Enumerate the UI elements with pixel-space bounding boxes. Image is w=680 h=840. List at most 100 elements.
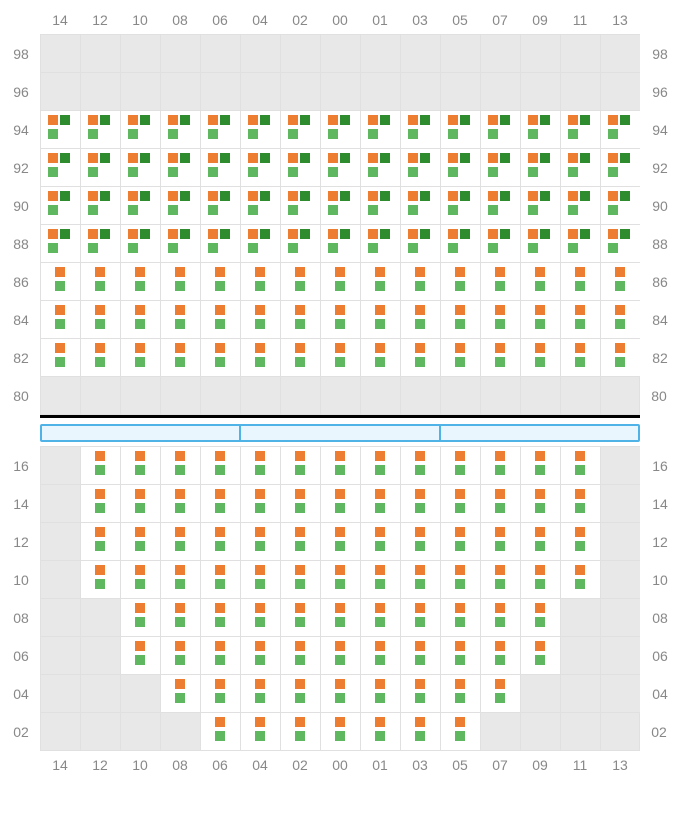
slot-marker xyxy=(208,167,218,177)
slot-marker xyxy=(260,229,270,239)
grid-cell xyxy=(560,262,600,300)
slot-marker xyxy=(328,129,338,139)
slot-marker xyxy=(135,451,145,461)
slot-marker xyxy=(615,343,625,353)
upper-section: 9898969694949292909088888686848482828080 xyxy=(40,34,640,415)
slot-marker xyxy=(375,489,385,499)
slot-marker xyxy=(615,267,625,277)
y-label-right: 04 xyxy=(640,675,680,713)
slot-marker xyxy=(135,357,145,367)
grid-cell xyxy=(80,446,120,484)
grid-cell xyxy=(520,224,560,262)
slot-marker xyxy=(140,191,150,201)
slot-marker xyxy=(568,229,578,239)
grid-cell xyxy=(280,224,320,262)
slot-marker xyxy=(95,503,105,513)
slot-marker xyxy=(608,243,618,253)
grid-cell: 10 xyxy=(600,560,640,598)
grid-cell xyxy=(560,148,600,186)
slot-marker xyxy=(295,503,305,513)
slot-marker xyxy=(295,489,305,499)
slot-marker xyxy=(335,617,345,627)
grid-cell: 04 xyxy=(600,674,640,712)
slot-marker xyxy=(535,579,545,589)
slot-marker xyxy=(448,153,458,163)
axis-label: 04 xyxy=(240,757,280,773)
grid-cell xyxy=(120,522,160,560)
axis-label: 12 xyxy=(80,757,120,773)
slot-marker xyxy=(288,243,298,253)
y-label-left: 82 xyxy=(1,339,41,377)
grid-cell xyxy=(440,636,480,674)
slot-marker xyxy=(135,489,145,499)
grid-cell xyxy=(560,598,600,636)
slot-marker xyxy=(380,229,390,239)
slot-marker xyxy=(208,243,218,253)
slot-marker xyxy=(540,153,550,163)
slot-marker xyxy=(495,267,505,277)
y-label-left: 88 xyxy=(1,225,41,263)
slot-marker xyxy=(248,229,258,239)
slot-marker xyxy=(100,191,110,201)
slot-marker xyxy=(495,565,505,575)
grid-cell xyxy=(440,522,480,560)
slot-marker xyxy=(215,451,225,461)
grid-cell xyxy=(520,674,560,712)
grid-cell: 98 xyxy=(600,34,640,72)
slot-marker xyxy=(488,191,498,201)
y-label-left: 10 xyxy=(1,561,41,599)
slot-marker xyxy=(368,243,378,253)
slot-marker xyxy=(415,267,425,277)
slot-marker xyxy=(208,115,218,125)
grid-cell xyxy=(520,300,560,338)
slot-marker xyxy=(375,503,385,513)
slot-marker xyxy=(288,229,298,239)
slot-marker xyxy=(488,115,498,125)
axis-label: 08 xyxy=(160,12,200,28)
slot-marker xyxy=(168,191,178,201)
slot-marker xyxy=(175,267,185,277)
slot-marker xyxy=(380,115,390,125)
lower-section: 16161414121210100808060604040202 xyxy=(40,446,640,751)
slot-marker xyxy=(328,167,338,177)
grid-cell xyxy=(440,34,480,72)
grid-cell xyxy=(240,262,280,300)
axis-label: 08 xyxy=(160,757,200,773)
grid-cell: 16 xyxy=(600,446,640,484)
axis-label: 06 xyxy=(200,757,240,773)
grid-cell xyxy=(320,262,360,300)
grid-cell xyxy=(200,110,240,148)
slot-marker xyxy=(375,343,385,353)
slot-marker xyxy=(215,503,225,513)
grid-cell xyxy=(400,34,440,72)
y-label-left: 94 xyxy=(1,111,41,149)
slot-marker xyxy=(375,731,385,741)
grid-cell xyxy=(320,674,360,712)
slot-marker xyxy=(335,731,345,741)
slot-marker xyxy=(295,679,305,689)
slot-marker xyxy=(575,465,585,475)
grid-cell xyxy=(200,484,240,522)
grid-cell xyxy=(240,34,280,72)
axis-label: 12 xyxy=(80,12,120,28)
slot-marker xyxy=(535,603,545,613)
grid-cell xyxy=(560,636,600,674)
grid-cell xyxy=(200,148,240,186)
slot-marker xyxy=(415,503,425,513)
grid-cell xyxy=(240,674,280,712)
grid-cell xyxy=(240,186,280,224)
slot-marker xyxy=(248,191,258,201)
slot-marker xyxy=(248,129,258,139)
slot-marker xyxy=(528,153,538,163)
slot-marker xyxy=(335,357,345,367)
slot-marker xyxy=(375,319,385,329)
slot-marker xyxy=(375,655,385,665)
grid-cell xyxy=(120,338,160,376)
slot-marker xyxy=(248,205,258,215)
axis-label: 11 xyxy=(560,757,600,773)
slot-marker xyxy=(575,305,585,315)
slot-marker xyxy=(300,115,310,125)
slot-marker xyxy=(300,229,310,239)
slot-marker xyxy=(448,229,458,239)
slot-marker xyxy=(135,527,145,537)
